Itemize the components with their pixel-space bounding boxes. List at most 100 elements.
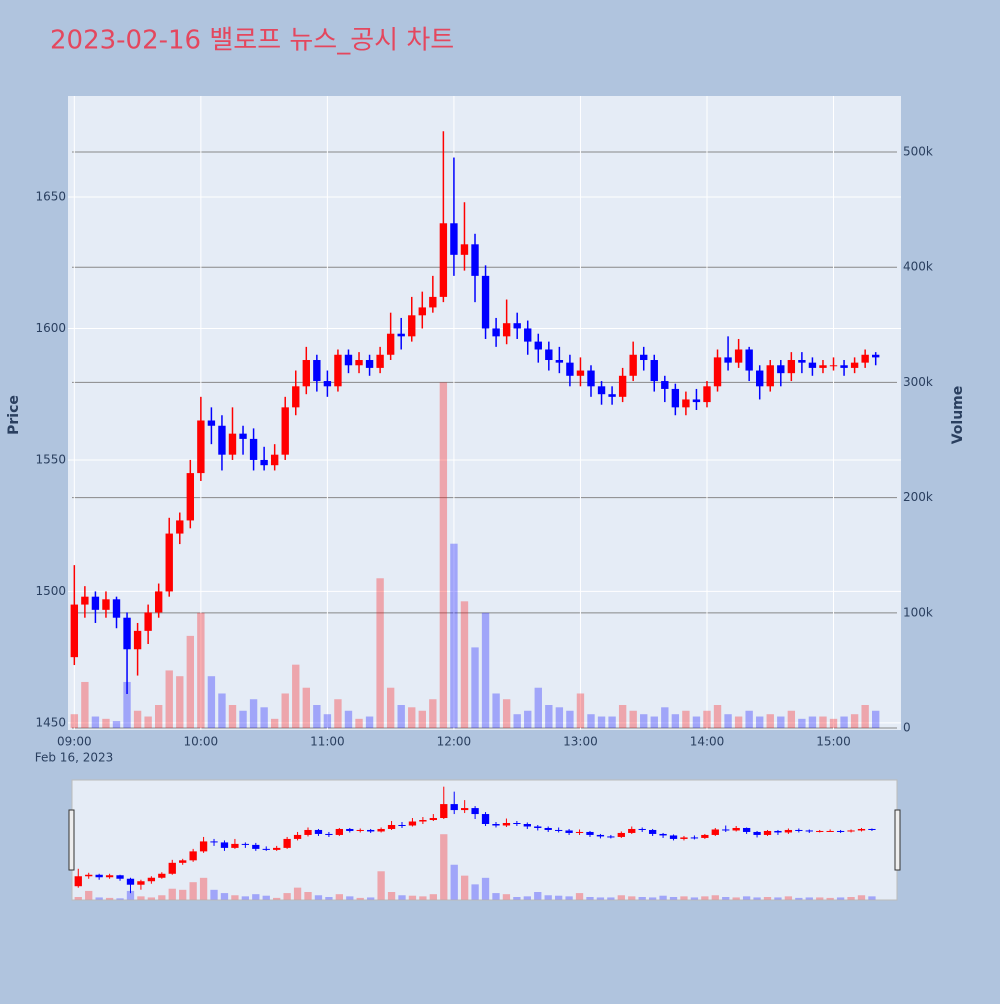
candle-body — [724, 357, 732, 363]
slider-candle-body — [95, 874, 103, 878]
volume-bar — [344, 710, 353, 729]
slider-volume-bar — [868, 896, 876, 900]
y2-tick-label: 200k — [903, 490, 933, 504]
slider-volume-bar — [659, 895, 667, 900]
candle-body — [112, 599, 121, 618]
slider-candle-body — [116, 875, 124, 879]
slider-candle-body — [377, 828, 385, 832]
slider-volume-bar — [199, 877, 208, 900]
slider-volume-bar — [168, 888, 176, 900]
candle-body — [228, 433, 237, 455]
slider-volume-bar — [805, 897, 813, 900]
volume-bar — [292, 664, 300, 729]
plot-area — [68, 96, 901, 730]
volume-bar — [102, 718, 110, 729]
slider-volume-bar — [628, 896, 636, 900]
slider-volume-bar — [481, 877, 490, 900]
slider-volume-bar — [774, 897, 782, 900]
candle-body — [692, 399, 701, 403]
slider-volume-bar — [95, 897, 103, 900]
slider-handle[interactable] — [894, 809, 901, 871]
volume-bar — [207, 676, 216, 729]
slider-volume-bar — [565, 896, 573, 900]
slider-volume-bar — [440, 834, 448, 900]
candle-body — [439, 223, 448, 297]
volume-bar — [492, 693, 500, 729]
x-date-label: Feb 16, 2023 — [35, 751, 114, 765]
volume-bar — [534, 687, 542, 729]
candle-body — [313, 360, 321, 382]
y2-tick-label: 300k — [903, 375, 933, 389]
slider-candle-body — [325, 833, 333, 835]
candle-body — [450, 223, 458, 255]
candle-body — [133, 630, 142, 650]
y-tick-label: 1500 — [35, 584, 66, 598]
slider-candle-body — [408, 821, 417, 826]
candle-body — [587, 370, 595, 387]
slider-candle-body — [105, 875, 114, 878]
volume-bar — [608, 716, 616, 729]
slider-volume-bar — [575, 893, 584, 900]
candle-body — [218, 425, 226, 455]
slider-candle-body — [502, 823, 511, 826]
volume-bar — [724, 714, 732, 729]
candle-body — [777, 365, 785, 374]
range-slider[interactable] — [71, 779, 898, 901]
x-tick-label: 11:00 — [310, 735, 345, 749]
candle-body — [534, 341, 542, 350]
slider-candle-body — [241, 843, 250, 845]
slider-candle-body — [74, 876, 82, 887]
slider-candle-body — [199, 841, 208, 852]
volume-bar — [872, 710, 880, 729]
candle-body — [260, 459, 268, 466]
volume-bar — [829, 718, 838, 729]
y2-axis-title: Volume — [950, 386, 966, 445]
slider-candle-body — [273, 847, 281, 850]
candle-body — [81, 596, 89, 605]
slider-handle[interactable] — [68, 809, 75, 871]
slider-candle-body — [565, 830, 573, 833]
slider-candle-body — [648, 829, 657, 834]
slider-candle-body — [784, 829, 793, 833]
slider-candle-body — [826, 830, 834, 832]
slider-candle-body — [158, 873, 166, 878]
slider-volume-bar — [544, 895, 552, 900]
slider-candle-body — [701, 834, 709, 838]
candle-body — [513, 323, 521, 329]
slider-volume-bar — [293, 887, 302, 900]
volume-bar — [302, 687, 310, 729]
slider-candle-body — [220, 842, 229, 848]
volume-bar — [576, 693, 585, 729]
slider-candle-body — [304, 829, 312, 835]
volume-bar — [270, 718, 279, 729]
volume-bar — [861, 704, 869, 729]
slider-volume-bar — [283, 893, 291, 900]
slider-candle-body — [554, 829, 563, 831]
slider-volume-bar — [419, 896, 427, 900]
slider-candle-body — [732, 827, 740, 831]
slider-candle-body — [805, 830, 813, 832]
slider-volume-bar — [273, 897, 281, 900]
volume-bar — [745, 710, 753, 729]
slider-candle-body — [669, 835, 678, 839]
candle-body — [756, 370, 764, 387]
slider-volume-bar — [262, 895, 270, 900]
slider-candle-body — [763, 830, 772, 835]
volume-bar — [450, 543, 458, 729]
slider-volume-bar — [847, 897, 855, 900]
candle-body — [524, 328, 532, 342]
slider-volume-bar — [377, 871, 385, 900]
volume-bar — [429, 699, 437, 729]
slider-candle-body — [419, 820, 427, 822]
volume-bar — [365, 716, 374, 729]
volume-bar — [165, 670, 173, 729]
volume-bar — [70, 714, 79, 729]
candle-body — [713, 357, 722, 387]
slider-volume-bar — [836, 897, 845, 900]
y-axis-title: Price — [6, 395, 22, 435]
candle-body — [460, 244, 469, 255]
volume-bar — [218, 693, 226, 729]
slider-volume-bar — [648, 897, 657, 900]
volume-bar — [112, 721, 121, 729]
candle-body — [703, 386, 711, 403]
